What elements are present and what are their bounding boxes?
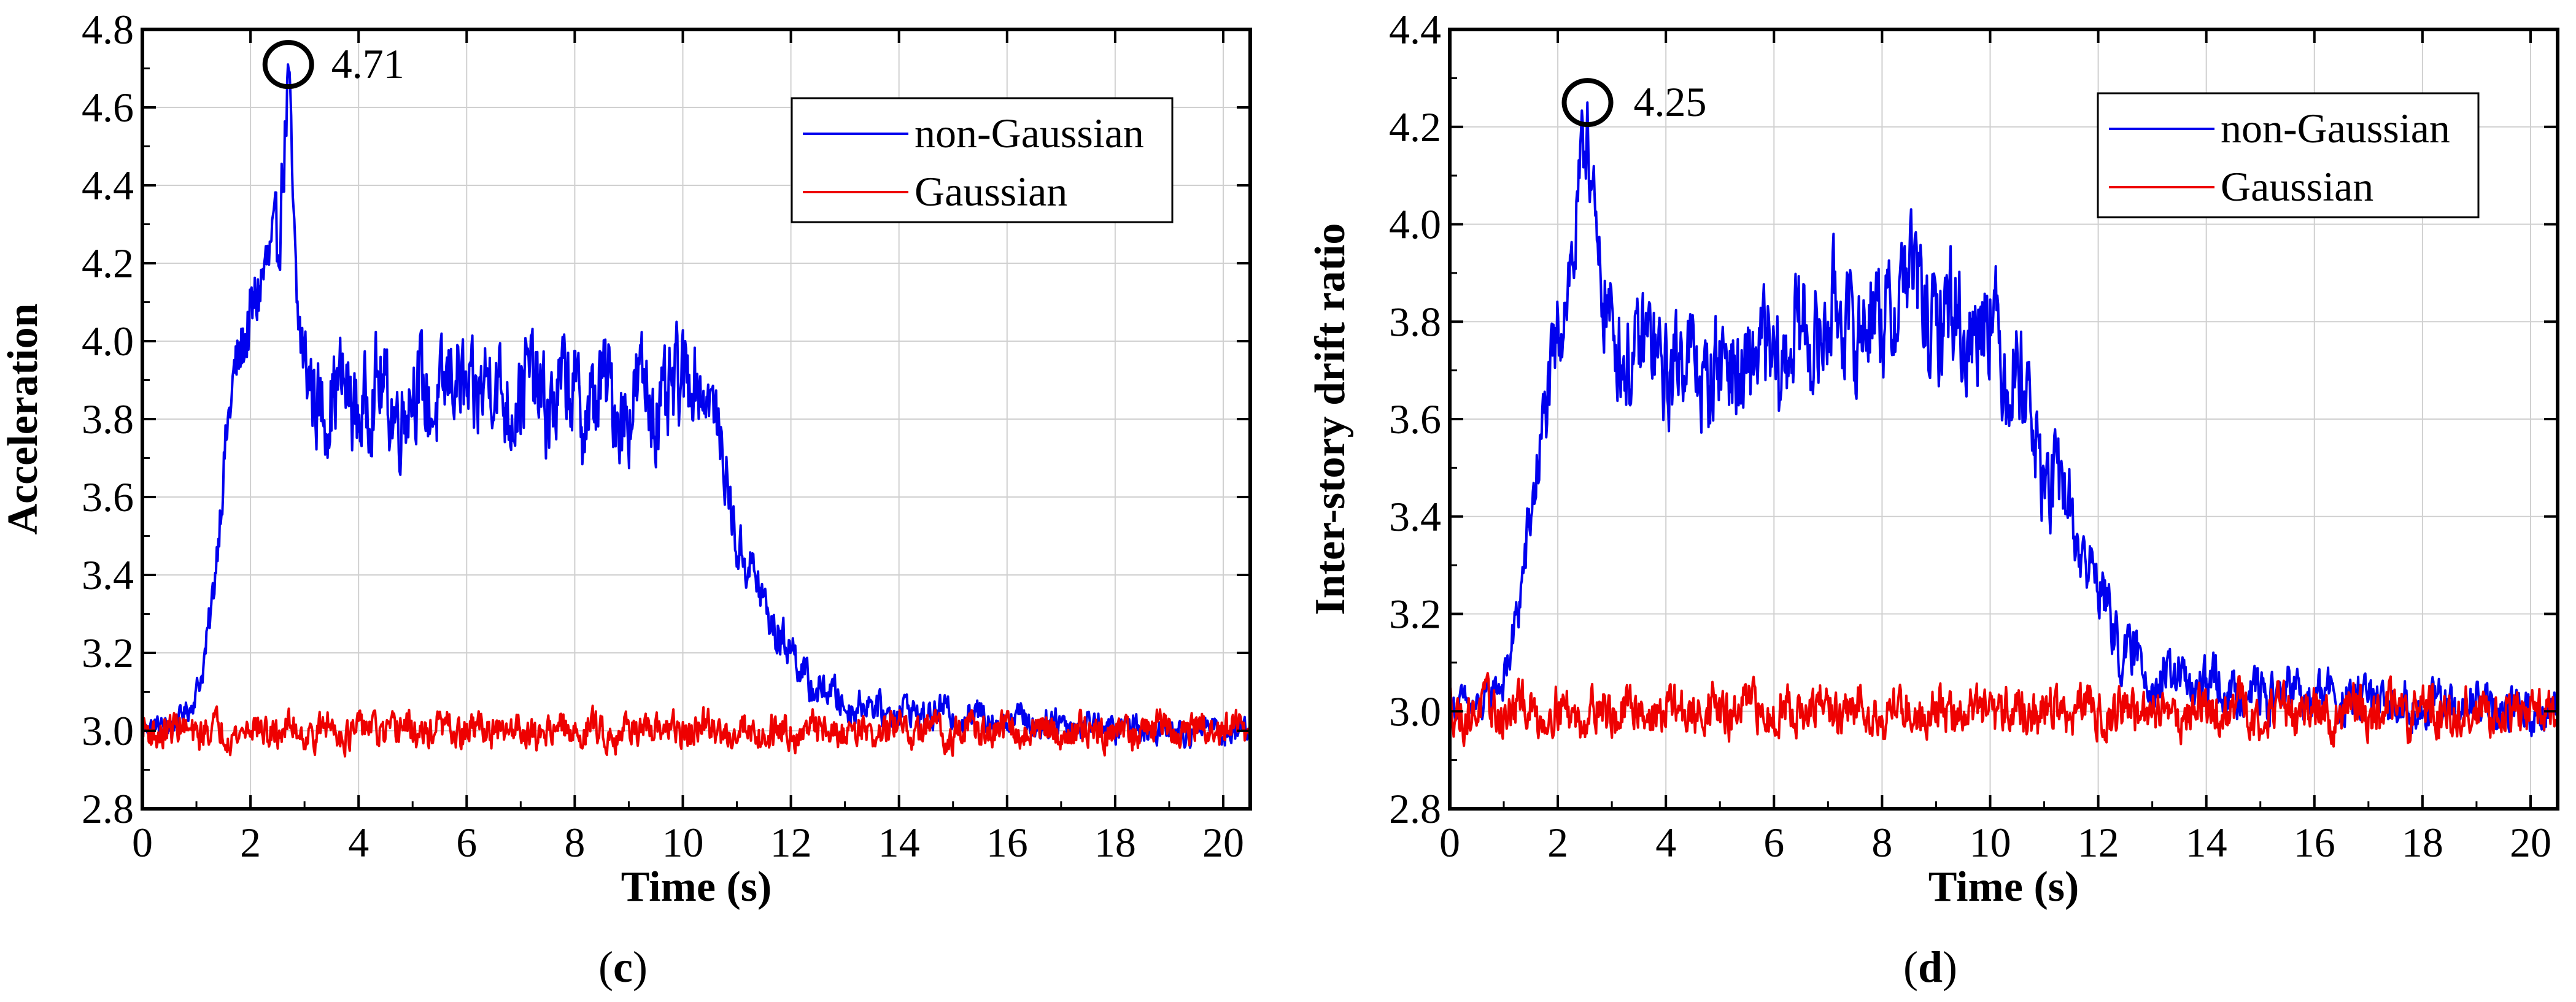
- series-line-gaussian: [1449, 672, 2559, 748]
- x-tick-label: 2: [1547, 819, 1568, 866]
- x-axis-title: Time (s): [1928, 863, 2079, 911]
- series-line-non-gaussian: [141, 63, 1251, 749]
- x-axis: 0 2 4 6 8 10 12 14 16 18 20: [132, 29, 1244, 866]
- x-tick-label: 0: [132, 819, 153, 866]
- y-tick-label: 4.0: [82, 318, 134, 364]
- y-tick-label: 4.4: [1389, 6, 1441, 53]
- x-tick-label: 8: [564, 819, 585, 866]
- x-axis: 0 2 4 6 8 10 12 14 16 18 20: [1439, 29, 2551, 866]
- x-axis-title: Time (s): [621, 863, 772, 911]
- peak-marker-circle: [1561, 78, 1614, 128]
- x-tick-label: 20: [2510, 819, 2551, 866]
- y-tick-label: 3.4: [82, 552, 134, 598]
- y-axis: 2.8 3.0 3.2 3.4 3.6 3.8 4.0 4.2 4.4: [1389, 6, 2558, 832]
- chart-panel-d: 0 2 4 6 8 10 12 14 16 18 20 2.8 3.0 3.2 3.4 3.6 3.8 4.0 4…: [1307, 6, 2559, 992]
- y-axis: 2.8 3.0 3.2 3.4 3.6 3.8 4.0 4.2 4.4 4.6 4.8: [82, 6, 1250, 832]
- legend-label-gaussian: Gaussian: [915, 168, 1067, 215]
- y-tick-label: 3.8: [82, 396, 134, 442]
- y-tick-label: 2.8: [1389, 785, 1441, 832]
- peak-value-label: 4.71: [331, 40, 404, 87]
- y-tick-label: 4.2: [1389, 104, 1441, 150]
- series-layer: [1449, 101, 2559, 748]
- x-tick-label: 16: [986, 819, 1028, 866]
- y-tick-label: 3.8: [1389, 298, 1441, 345]
- x-tick-label: 12: [2078, 819, 2119, 866]
- y-tick-label: 3.0: [82, 707, 134, 754]
- x-tick-label: 10: [662, 819, 703, 866]
- legend: non-Gaussian Gaussian: [791, 97, 1174, 223]
- y-tick-label: 3.2: [82, 630, 134, 676]
- peak-value-label: 4.25: [1634, 79, 1707, 125]
- panel-label-d: (d): [1903, 942, 1957, 992]
- y-axis-title: Inter-story drift ratio: [1307, 223, 1354, 615]
- y-tick-label: 4.2: [82, 240, 134, 287]
- y-tick-label: 4.8: [82, 6, 134, 53]
- chart-panel-c: 0 2 4 6 8 10 12 14 16 18 20 2.8 3.0 3.2 3.4 3.6 3.8 4.0 4…: [0, 6, 1252, 992]
- x-tick-label: 6: [1763, 819, 1784, 866]
- y-tick-label: 3.0: [1389, 688, 1441, 734]
- y-tick-label: 4.6: [82, 84, 134, 131]
- y-tick-label: 4.0: [1389, 201, 1441, 248]
- x-tick-label: 14: [2186, 819, 2227, 866]
- x-tick-label: 10: [1969, 819, 2011, 866]
- y-tick-label: 3.6: [82, 474, 134, 520]
- x-tick-label: 4: [348, 819, 369, 866]
- legend: non-Gaussian Gaussian: [2097, 92, 2480, 218]
- series-line-non-gaussian: [1449, 101, 2559, 738]
- y-tick-label: 3.2: [1389, 591, 1441, 638]
- x-tick-label: 2: [240, 819, 261, 866]
- panel-label-c: (c): [598, 942, 648, 992]
- series-line-gaussian: [141, 704, 1251, 758]
- legend-label-non-gaussian: non-Gaussian: [2221, 105, 2450, 152]
- x-tick-label: 4: [1655, 819, 1676, 866]
- x-tick-label: 20: [1202, 819, 1244, 866]
- legend-box: [791, 97, 1174, 223]
- y-tick-label: 3.6: [1389, 396, 1441, 442]
- legend-label-gaussian: Gaussian: [2221, 163, 2373, 210]
- legend-label-non-gaussian: non-Gaussian: [915, 110, 1144, 156]
- x-tick-label: 6: [456, 819, 477, 866]
- y-tick-label: 4.4: [82, 162, 134, 209]
- series-layer: [141, 63, 1251, 758]
- legend-box: [2097, 92, 2480, 218]
- peak-marker-circle: [262, 40, 314, 90]
- y-axis-title: Acceleration: [0, 303, 47, 534]
- y-tick-label: 2.8: [82, 785, 134, 832]
- x-tick-label: 8: [1871, 819, 1892, 866]
- y-tick-label: 3.4: [1389, 493, 1441, 540]
- x-tick-label: 18: [1094, 819, 1136, 866]
- x-tick-label: 0: [1439, 819, 1460, 866]
- x-tick-label: 12: [770, 819, 812, 866]
- x-tick-label: 16: [2294, 819, 2335, 866]
- x-tick-label: 18: [2402, 819, 2443, 866]
- x-tick-label: 14: [878, 819, 920, 866]
